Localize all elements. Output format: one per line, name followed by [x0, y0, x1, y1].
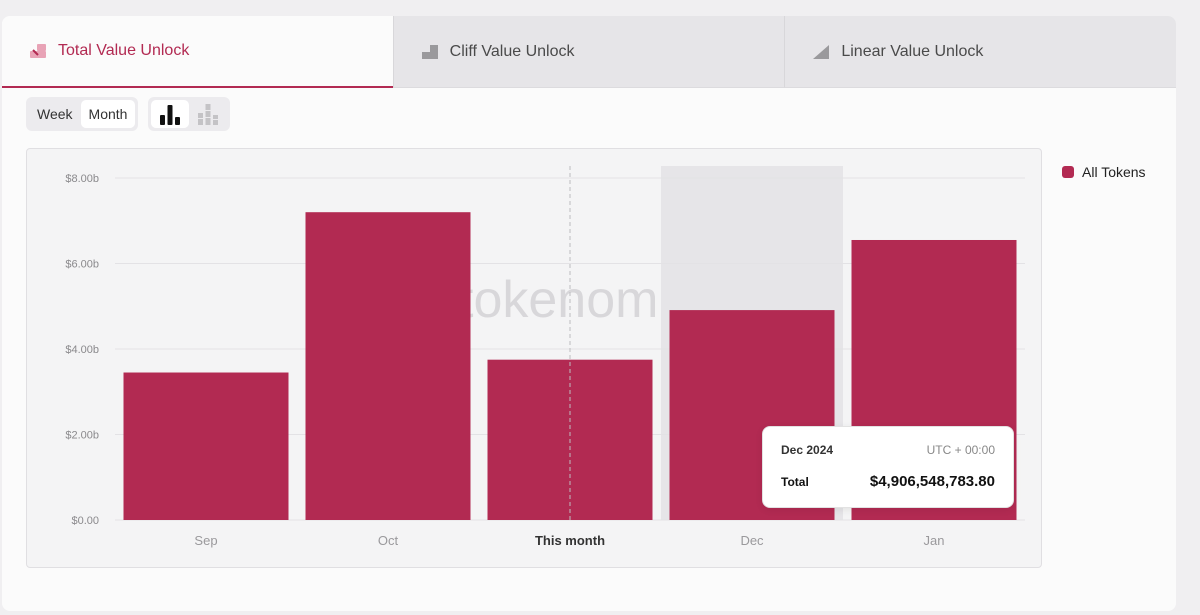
period-week-button[interactable]: Week — [37, 106, 73, 122]
cliff-unlock-icon — [421, 44, 438, 59]
period-toggle: Week Month — [26, 97, 139, 131]
y-tick-label: $6.00b — [65, 259, 99, 271]
bar-chart-icon — [160, 105, 181, 125]
stacked-mode-button[interactable] — [189, 100, 227, 128]
tooltip-value: $4,906,548,783.80 — [869, 473, 995, 490]
chart-toolbar: Week Month — [26, 97, 231, 131]
total-unlock-icon — [30, 44, 46, 58]
x-tick-label: This month — [535, 533, 605, 548]
x-tick-label: Jan — [924, 533, 945, 548]
chart-mode-toggle — [148, 97, 231, 131]
tab-label: Total Value Unlock — [58, 42, 190, 59]
bar-sep[interactable] — [123, 372, 289, 520]
tooltip-timezone: UTC + 00:00 — [926, 443, 995, 457]
bar-mode-button[interactable] — [151, 100, 190, 128]
legend-label: All Tokens — [1082, 164, 1146, 180]
y-tick-label: $2.00b — [65, 430, 99, 442]
tooltip-label: Total — [781, 474, 809, 489]
y-tick-label: $0.00 — [71, 515, 99, 527]
chart-tooltip: Dec 2024 UTC + 00:00 Total $4,906,548,78… — [762, 426, 1014, 508]
x-tick-label: Dec — [740, 533, 764, 548]
x-tick-label: Oct — [378, 533, 399, 548]
x-tick-label: Sep — [194, 533, 217, 548]
tab-cliff-value-unlock[interactable]: Cliff Value Unlock — [392, 16, 785, 88]
watermark: tokenom — [459, 271, 658, 329]
tab-linear-value-unlock[interactable]: Linear Value Unlock — [784, 16, 1176, 88]
chart-legend[interactable]: All Tokens — [1062, 164, 1146, 180]
tab-bar: Total Value Unlock Cliff Value Unlock Li… — [2, 16, 1176, 88]
tab-label: Linear Value Unlock — [841, 42, 984, 60]
linear-unlock-icon — [813, 44, 830, 59]
y-tick-label: $8.00b — [65, 173, 99, 185]
stacked-bar-chart-icon — [198, 104, 219, 125]
period-month-button[interactable]: Month — [80, 100, 136, 128]
y-tick-label: $4.00b — [65, 344, 99, 356]
bar-oct[interactable] — [305, 212, 471, 520]
tab-total-value-unlock[interactable]: Total Value Unlock — [2, 16, 393, 88]
tab-label: Cliff Value Unlock — [449, 42, 575, 60]
legend-swatch — [1062, 166, 1074, 178]
tooltip-date: Dec 2024 — [781, 443, 834, 457]
